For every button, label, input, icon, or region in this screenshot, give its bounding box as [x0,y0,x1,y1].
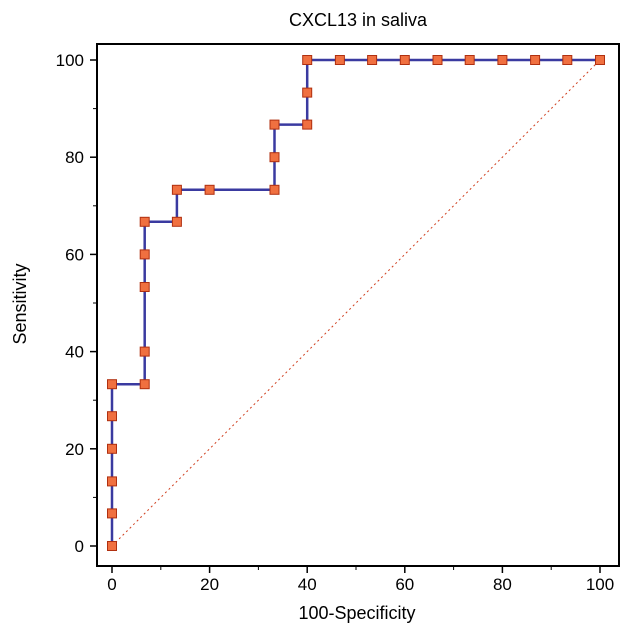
roc-point-marker [139,346,150,357]
roc-point-marker [302,87,313,98]
roc-point-marker [399,55,410,65]
roc-point-marker [367,55,378,65]
roc-point-marker [530,55,541,65]
roc-point-marker [595,55,605,65]
y-tick-label: 60 [65,245,84,264]
roc-point-marker [302,55,313,65]
y-tick-label: 100 [56,51,84,70]
y-tick-label: 20 [65,440,84,459]
roc-point-marker [204,184,215,195]
y-axis: 0 20 40 60 80 100 [56,51,97,556]
roc-point-marker [107,541,117,551]
roc-point-marker [269,184,280,195]
x-tick-label: 20 [200,575,219,594]
reference-diagonal-line [111,59,601,547]
x-tick-label: 40 [298,575,317,594]
x-axis-title: 100-Specificity [298,603,415,623]
roc-point-marker [497,55,508,65]
x-tick-label: 60 [395,575,414,594]
roc-point-marker [139,216,150,227]
chart-title: CXCL13 in saliva [289,10,428,30]
roc-point-marker [464,55,475,65]
roc-point-marker [139,282,150,292]
roc-point-marker [432,55,443,65]
y-tick-label: 80 [65,148,84,167]
roc-point-marker [107,508,117,519]
roc-point-marker [334,55,345,65]
plot-frame [96,43,620,567]
x-axis: 0 20 40 60 80 100 [107,566,614,594]
roc-point-marker [107,476,117,487]
roc-point-marker [139,379,150,390]
roc-point-marker [107,411,117,422]
roc-point-marker [302,119,313,130]
roc-point-marker [171,216,182,227]
roc-point-marker [562,55,573,65]
roc-point-marker [269,119,280,130]
roc-point-marker [269,152,280,163]
x-tick-label: 100 [586,575,614,594]
y-tick-label: 40 [65,343,84,362]
y-axis-title: Sensitivity [10,263,30,344]
plot-area [107,55,605,551]
x-tick-label: 0 [107,575,116,594]
roc-point-marker [171,184,182,195]
roc-point-marker [107,443,117,454]
x-tick-label: 80 [493,575,512,594]
roc-point-marker [107,379,117,390]
roc-point-marker [139,249,150,260]
y-tick-label: 0 [75,537,84,556]
